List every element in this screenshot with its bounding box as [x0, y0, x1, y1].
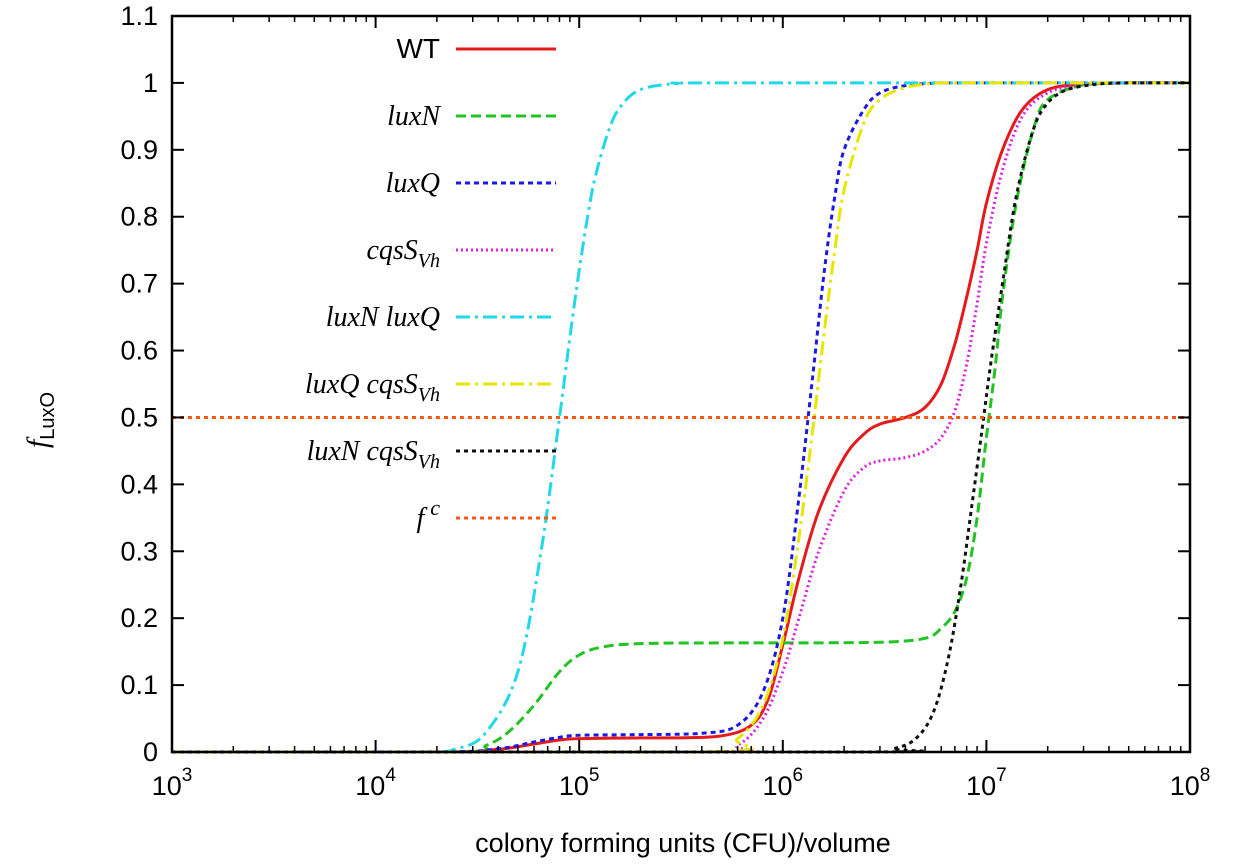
plot-frame	[170, 14, 1192, 754]
legend-label: WT	[396, 33, 440, 64]
legend-label: luxN cqsSVh	[307, 436, 440, 473]
x-tick-label: 108	[1170, 765, 1211, 801]
series-line-wt	[172, 81, 1190, 754]
x-axis-tick-labels: 103 104 105 106 107 108	[152, 765, 1211, 801]
plot-lines	[171, 81, 1190, 754]
y-tick-label: 0.9	[120, 135, 158, 165]
legend: WT luxN luxQ cqsSVh luxN luxQ luxQ cqsSVh luxN…	[305, 33, 556, 534]
series-line-luxn-luxq	[172, 81, 1190, 754]
y-tick-label: 0	[143, 737, 158, 767]
y-axis-label: fLuxO	[21, 392, 59, 448]
series-line-cqss-vh	[172, 81, 1190, 754]
series-line-luxn	[172, 81, 1190, 754]
x-tick-label: 105	[559, 765, 600, 801]
legend-label: luxQ cqsSVh	[305, 369, 440, 406]
x-tick-label: 103	[152, 765, 193, 801]
x-tick-label: 104	[355, 765, 396, 801]
y-tick-label: 0.3	[120, 536, 158, 566]
y-axis-label-sub: LuxO	[37, 392, 59, 440]
y-tick-label: 0.2	[120, 603, 158, 633]
y-tick-label: 0.7	[120, 269, 158, 299]
legend-label: cqsSVh	[366, 235, 440, 272]
x-tick-label: 106	[762, 765, 803, 801]
y-tick-label: 0.5	[120, 402, 158, 432]
x-axis-label: colony forming units (CFU)/volume	[475, 828, 891, 858]
x-tick-label: 107	[966, 765, 1007, 801]
legend-label: luxN luxQ	[326, 302, 440, 333]
y-tick-label: 1	[143, 68, 158, 98]
y-tick-label: 1.1	[120, 1, 158, 31]
legend-label: luxN	[387, 101, 441, 132]
y-axis-tick-labels: 0 0.1 0.2 0.3 0.4 0.5 0.6 0.7 0.8 0.9 1 1.1	[120, 1, 158, 767]
series-line-luxq	[172, 81, 1190, 754]
y-tick-label: 0.8	[120, 202, 158, 232]
legend-label: luxQ	[386, 168, 440, 199]
y-tick-label: 0.1	[120, 670, 158, 700]
y-tick-label: 0.4	[120, 469, 158, 499]
y-tick-label: 0.6	[120, 336, 158, 366]
